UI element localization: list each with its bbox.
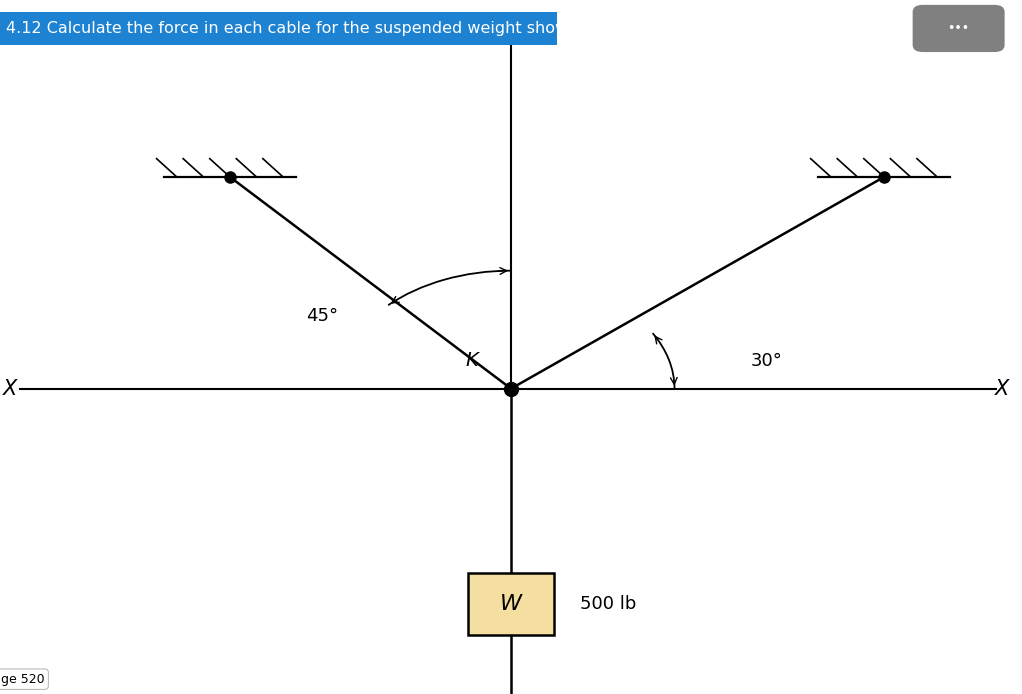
Text: X: X (3, 379, 17, 398)
Text: X: X (994, 379, 1009, 398)
Text: 30°: 30° (750, 352, 783, 370)
Bar (468, 573, 554, 635)
Text: 4.12 Calculate the force in each cable for the suspended weight shown.: 4.12 Calculate the force in each cable f… (6, 21, 584, 36)
Text: 500 lb: 500 lb (580, 595, 637, 613)
Text: Y: Y (519, 12, 531, 32)
Text: W: W (500, 594, 522, 613)
Text: K: K (466, 351, 478, 371)
Text: ge 520: ge 520 (1, 672, 45, 686)
Text: 45°: 45° (306, 307, 338, 325)
FancyBboxPatch shape (913, 5, 1005, 52)
Bar (0, 12, 557, 45)
Text: •••: ••• (947, 22, 970, 35)
